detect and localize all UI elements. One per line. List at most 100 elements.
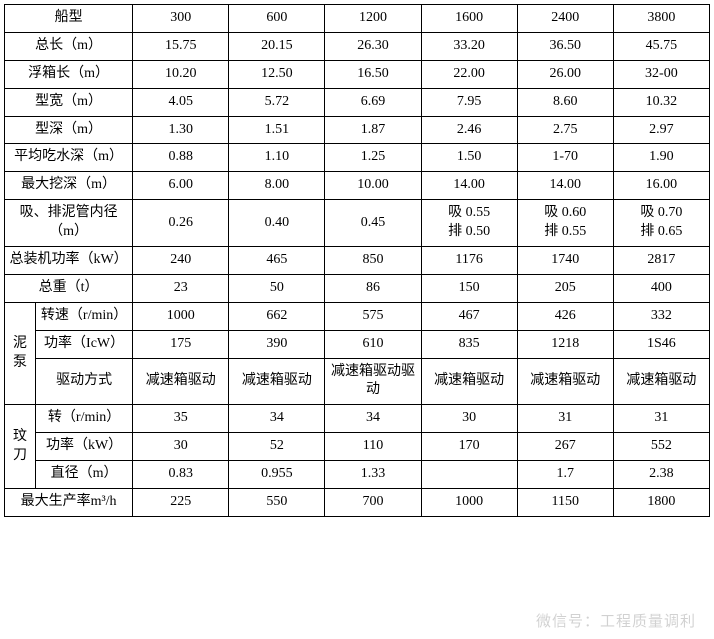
- cell-9-4: 205: [517, 274, 613, 302]
- cell-2-1: 12.50: [229, 60, 325, 88]
- cell-16-1: 550: [229, 489, 325, 517]
- cell-6-5: 16.00: [613, 172, 709, 200]
- cell-2-5: 32-00: [613, 60, 709, 88]
- cell-6-1: 8.00: [229, 172, 325, 200]
- row-group-label: 泥泵: [5, 302, 36, 405]
- cell-10-5: 332: [613, 302, 709, 330]
- row-label: 功率（kW）: [36, 433, 133, 461]
- cell-11-5: 1S46: [613, 330, 709, 358]
- row-label: 型深（m）: [5, 116, 133, 144]
- cell-15-3: [421, 461, 517, 489]
- table-row: 吸、排泥管内径（m）0.260.400.45吸 0.55排 0.50吸 0.60…: [5, 200, 710, 247]
- cell-1-0: 15.75: [133, 32, 229, 60]
- cell-14-5: 552: [613, 433, 709, 461]
- cell-0-5: 3800: [613, 5, 709, 33]
- cell-5-5: 1.90: [613, 144, 709, 172]
- cell-12-4: 减速箱驱动: [517, 358, 613, 405]
- cell-14-4: 267: [517, 433, 613, 461]
- cell-3-3: 7.95: [421, 88, 517, 116]
- row-label: 最大生产率m³/h: [5, 489, 133, 517]
- cell-14-0: 30: [133, 433, 229, 461]
- cell-8-0: 240: [133, 247, 229, 275]
- cell-7-2: 0.45: [325, 200, 421, 247]
- cell-12-3: 减速箱驱动: [421, 358, 517, 405]
- cell-3-1: 5.72: [229, 88, 325, 116]
- cell-10-0: 1000: [133, 302, 229, 330]
- cell-16-0: 225: [133, 489, 229, 517]
- cell-16-2: 700: [325, 489, 421, 517]
- cell-1-2: 26.30: [325, 32, 421, 60]
- row-label: 平均吃水深（m）: [5, 144, 133, 172]
- cell-8-3: 1176: [421, 247, 517, 275]
- table-row: 最大生产率m³/h225550700100011501800: [5, 489, 710, 517]
- row-label: 总装机功率（kW）: [5, 247, 133, 275]
- cell-15-1: 0.955: [229, 461, 325, 489]
- cell-13-2: 34: [325, 405, 421, 433]
- row-label: 总长（m）: [5, 32, 133, 60]
- cell-11-2: 610: [325, 330, 421, 358]
- watermark-text: 微信号：工程质量调利: [536, 610, 696, 631]
- cell-14-2: 110: [325, 433, 421, 461]
- cell-7-4: 吸 0.60排 0.55: [517, 200, 613, 247]
- row-label: 浮箱长（m）: [5, 60, 133, 88]
- table-row: 总重（t）235086150205400: [5, 274, 710, 302]
- cell-3-2: 6.69: [325, 88, 421, 116]
- cell-12-0: 减速箱驱动: [133, 358, 229, 405]
- cell-1-1: 20.15: [229, 32, 325, 60]
- cell-15-4: 1.7: [517, 461, 613, 489]
- cell-10-4: 426: [517, 302, 613, 330]
- table-row: 总装机功率（kW）240465850117617402817: [5, 247, 710, 275]
- cell-16-4: 1150: [517, 489, 613, 517]
- cell-5-1: 1.10: [229, 144, 325, 172]
- cell-13-0: 35: [133, 405, 229, 433]
- cell-9-0: 23: [133, 274, 229, 302]
- cell-5-3: 1.50: [421, 144, 517, 172]
- row-label: 船型: [5, 5, 133, 33]
- table-row: 驱动方式减速箱驱动减速箱驱动减速箱驱动驱动减速箱驱动减速箱驱动减速箱驱动: [5, 358, 710, 405]
- cell-4-2: 1.87: [325, 116, 421, 144]
- cell-4-1: 1.51: [229, 116, 325, 144]
- cell-13-1: 34: [229, 405, 325, 433]
- cell-12-1: 减速箱驱动: [229, 358, 325, 405]
- cell-2-3: 22.00: [421, 60, 517, 88]
- cell-4-3: 2.46: [421, 116, 517, 144]
- table-row: 船型3006001200160024003800: [5, 5, 710, 33]
- row-label: 转速（r/min）: [36, 302, 133, 330]
- cell-3-5: 10.32: [613, 88, 709, 116]
- row-label: 总重（t）: [5, 274, 133, 302]
- row-label: 功率（IcW）: [36, 330, 133, 358]
- cell-8-1: 465: [229, 247, 325, 275]
- cell-9-3: 150: [421, 274, 517, 302]
- cell-16-5: 1800: [613, 489, 709, 517]
- cell-12-2: 减速箱驱动驱动: [325, 358, 421, 405]
- cell-6-2: 10.00: [325, 172, 421, 200]
- cell-14-1: 52: [229, 433, 325, 461]
- table-row: 泥泵转速（r/min）1000662575467426332: [5, 302, 710, 330]
- table-row: 型宽（m）4.055.726.697.958.6010.32: [5, 88, 710, 116]
- cell-12-5: 减速箱驱动: [613, 358, 709, 405]
- cell-6-4: 14.00: [517, 172, 613, 200]
- cell-13-3: 30: [421, 405, 517, 433]
- cell-3-4: 8.60: [517, 88, 613, 116]
- row-label: 转（r/min）: [36, 405, 133, 433]
- cell-0-0: 300: [133, 5, 229, 33]
- cell-0-2: 1200: [325, 5, 421, 33]
- cell-5-0: 0.88: [133, 144, 229, 172]
- table-row: 最大挖深（m）6.008.0010.0014.0014.0016.00: [5, 172, 710, 200]
- cell-13-5: 31: [613, 405, 709, 433]
- cell-13-4: 31: [517, 405, 613, 433]
- cell-0-4: 2400: [517, 5, 613, 33]
- cell-0-1: 600: [229, 5, 325, 33]
- cell-0-3: 1600: [421, 5, 517, 33]
- cell-10-3: 467: [421, 302, 517, 330]
- cell-9-5: 400: [613, 274, 709, 302]
- cell-4-4: 2.75: [517, 116, 613, 144]
- cell-6-3: 14.00: [421, 172, 517, 200]
- cell-6-0: 6.00: [133, 172, 229, 200]
- cell-4-0: 1.30: [133, 116, 229, 144]
- row-group-label: 玟刀: [5, 405, 36, 489]
- cell-5-4: 1-70: [517, 144, 613, 172]
- table-row: 玟刀转（r/min）353434303131: [5, 405, 710, 433]
- cell-11-3: 835: [421, 330, 517, 358]
- cell-10-1: 662: [229, 302, 325, 330]
